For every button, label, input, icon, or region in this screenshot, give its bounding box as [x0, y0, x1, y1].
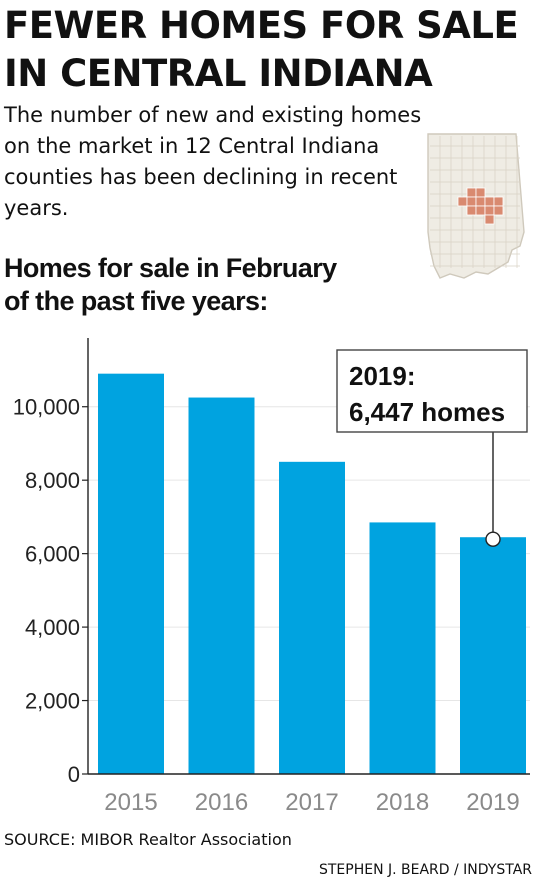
county-9	[484, 205, 495, 216]
county-2	[466, 187, 477, 198]
x-category-label: 2018	[376, 789, 429, 816]
x-category-label: 2015	[104, 789, 157, 816]
headline-line-1: FEWER HOMES FOR SALE	[4, 4, 519, 47]
chart-title: Homes for sale in February of the past f…	[4, 252, 404, 318]
county-1	[457, 196, 468, 207]
y-tick-label: 4,000	[25, 615, 80, 640]
annotation-line-2: 6,447 homes	[349, 397, 505, 427]
bar-2017	[279, 461, 345, 774]
county-4	[466, 205, 477, 216]
county-6	[475, 196, 486, 207]
bar-2015	[98, 373, 164, 774]
chart-title-line-1: Homes for sale in February	[4, 253, 337, 283]
y-tick-label: 0	[68, 762, 80, 787]
annotation-line-1: 2019:	[349, 361, 416, 391]
bar-chart: 0 2,000 4,000 6,000 8,000 10,000 2015 2016 2017 2…	[13, 338, 530, 816]
headline-line-2: IN CENTRAL INDIANA	[4, 52, 433, 95]
y-tick-label: 10,000	[13, 395, 80, 420]
headline: FEWER HOMES FOR SALE IN CENTRAL INDIANA	[4, 2, 540, 98]
x-category-label: 2016	[195, 789, 248, 816]
indiana-state-map-icon	[427, 133, 525, 279]
chart-title-line-2: of the past five years:	[4, 286, 268, 316]
bar-2016	[188, 397, 255, 774]
county-10	[484, 214, 495, 225]
bar-2018	[369, 522, 436, 774]
intro-text: The number of new and existing homes on …	[4, 103, 422, 220]
county-5	[475, 187, 486, 198]
central-indiana-counties	[457, 187, 504, 225]
annotation-box	[336, 349, 528, 433]
county-3	[466, 196, 477, 207]
y-tick-label: 2,000	[25, 689, 80, 714]
county-11	[493, 196, 504, 207]
source-note: SOURCE: MIBOR Realtor Association	[4, 830, 292, 849]
x-category-label: 2019	[466, 789, 519, 816]
y-tick-label: 6,000	[25, 542, 80, 567]
county-12	[493, 205, 504, 216]
y-tick-label: 8,000	[25, 468, 80, 493]
annotation-marker	[485, 531, 501, 547]
x-category-label: 2017	[285, 789, 338, 816]
county-7	[475, 205, 486, 216]
county-8	[484, 196, 495, 207]
bar-2019	[460, 537, 526, 774]
credit-line: STEPHEN J. BEARD / INDYSTAR	[318, 862, 532, 878]
